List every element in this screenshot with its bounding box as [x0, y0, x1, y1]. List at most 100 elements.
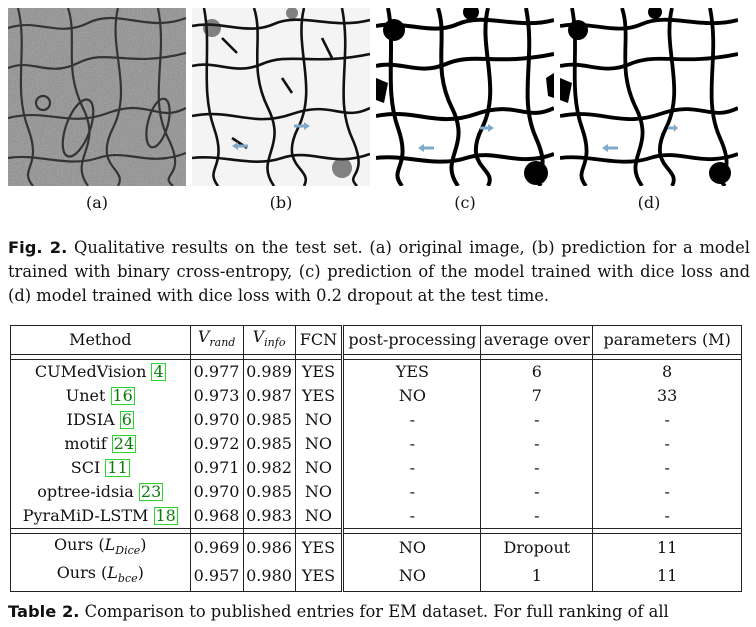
header-method: Method — [10, 324, 191, 356]
panel-label-b: (b) — [269, 193, 293, 212]
average-over-cell: - — [480, 432, 594, 457]
fcn-cell: NO — [294, 480, 345, 505]
v-info-cell: 0.982 — [242, 456, 296, 481]
table-row: Unet 16 0.973 0.987 YES NO 7 33 — [10, 384, 742, 409]
citation-link[interactable]: 16 — [110, 386, 135, 406]
v-rand-cell: 0.972 — [189, 432, 244, 457]
method-cell: Ours (Lbce) — [10, 562, 191, 592]
table-row: CUMedVision 4 0.977 0.989 YES YES 6 8 — [10, 359, 742, 385]
post-processing-cell: - — [342, 504, 482, 530]
figure-caption-label: Fig. 2. — [8, 238, 68, 257]
post-processing-cell: NO — [342, 533, 482, 563]
method-name: CUMedVision — [34, 362, 147, 382]
arrow-icon — [232, 122, 310, 150]
v-rand-cell: 0.973 — [189, 384, 244, 409]
post-processing-cell: NO — [342, 384, 482, 409]
method-name: motif — [64, 434, 107, 454]
table-header-row: Method Vrand Vinfo FCN post-processing a… — [10, 324, 742, 356]
average-over-cell: 7 — [480, 384, 594, 409]
header-parameters: parameters (M) — [592, 324, 742, 356]
citation-link[interactable]: 18 — [153, 506, 178, 526]
v-rand-cell: 0.957 — [189, 562, 244, 592]
v-info-cell: 0.989 — [242, 359, 296, 385]
citation-link[interactable]: 6 — [119, 410, 134, 430]
method-name: Ours — [56, 563, 96, 583]
method-cell: IDSIA 6 — [10, 408, 191, 433]
post-processing-cell: YES — [342, 359, 482, 385]
table-caption-text: Comparison to published entries for EM d… — [84, 602, 669, 621]
v-rand-cell: 0.968 — [189, 504, 244, 530]
fcn-cell: NO — [294, 432, 345, 457]
loss-symbol: Lbce — [107, 563, 138, 586]
header-fcn: FCN — [294, 324, 345, 356]
figure-caption-text: Qualitative results on the test set. (a)… — [8, 238, 750, 305]
v-rand-cell: 0.971 — [189, 456, 244, 481]
v-rand-cell: 0.970 — [189, 480, 244, 505]
method-name: IDSIA — [66, 410, 115, 430]
panel-a-image — [8, 8, 186, 186]
header-post-processing: post-processing — [342, 324, 482, 356]
v-rand-cell: 0.977 — [189, 359, 244, 385]
parameters-cell: - — [592, 432, 742, 457]
panel-label-d: (d) — [637, 193, 661, 212]
average-over-cell: 6 — [480, 359, 594, 385]
header-average-over: average over — [480, 324, 594, 356]
average-over-cell: - — [480, 408, 594, 433]
method-name: Ours — [54, 535, 94, 555]
arrow-icon — [602, 124, 678, 152]
method-cell: CUMedVision 4 — [10, 359, 191, 385]
v-info-cell: 0.985 — [242, 408, 296, 433]
method-name: optree-idsia — [37, 482, 134, 502]
panel-label-c: (c) — [454, 193, 476, 212]
panel-b-image — [192, 8, 370, 186]
method-cell: Ours (LDice) — [10, 533, 191, 563]
fcn-cell: YES — [294, 384, 345, 409]
v-info-cell: 0.980 — [242, 562, 296, 592]
method-cell: optree-idsia 23 — [10, 480, 191, 505]
parameters-cell: - — [592, 480, 742, 505]
prediction-dice-image — [376, 8, 554, 186]
table-row: Ours (LDice) 0.969 0.986 YES NO Dropout 11 — [10, 533, 742, 563]
table-row: motif 24 0.972 0.985 NO - - - — [10, 432, 742, 457]
arrow-icon — [418, 124, 494, 152]
v-info-cell: 0.986 — [242, 533, 296, 563]
table-row: PyraMiD-LSTM 18 0.968 0.983 NO - - - — [10, 504, 742, 530]
citation-link[interactable]: 23 — [138, 482, 164, 502]
parameters-cell: 11 — [592, 533, 742, 563]
parameters-cell: - — [592, 408, 742, 433]
citation-link[interactable]: 11 — [105, 458, 130, 478]
v-info-cell: 0.987 — [242, 384, 296, 409]
prediction-dice-dropout-image — [560, 8, 738, 186]
method-cell: PyraMiD-LSTM 18 — [10, 504, 191, 530]
fcn-cell: NO — [294, 408, 345, 433]
post-processing-cell: - — [342, 432, 482, 457]
method-name: SCI — [70, 458, 101, 478]
parameters-cell: 11 — [592, 562, 742, 592]
post-processing-cell: - — [342, 480, 482, 505]
v-info-cell: 0.985 — [242, 480, 296, 505]
method-name: Unet — [65, 386, 106, 406]
v-rand-cell: 0.969 — [189, 533, 244, 563]
average-over-cell: - — [480, 456, 594, 481]
table-row: SCI 11 0.971 0.982 NO - - - — [10, 456, 742, 481]
average-over-cell: - — [480, 480, 594, 505]
average-over-cell: Dropout — [480, 533, 594, 563]
our-entries: Ours (LDice) 0.969 0.986 YES NO Dropout 11 Ours… — [10, 533, 742, 592]
citation-link[interactable]: 4 — [151, 362, 166, 382]
fcn-cell: YES — [294, 562, 345, 592]
v-info-cell: 0.983 — [242, 504, 296, 530]
method-cell: SCI 11 — [10, 456, 191, 481]
method-cell: motif 24 — [10, 432, 191, 457]
results-table: Method Vrand Vinfo FCN post-processing a… — [10, 324, 742, 592]
fcn-cell: YES — [294, 533, 345, 563]
citation-link[interactable]: 24 — [111, 434, 137, 454]
em-original-image — [8, 8, 186, 186]
header-v-info: Vinfo — [242, 324, 296, 356]
figure-caption: Fig. 2. Qualitative results on the test … — [8, 236, 750, 308]
parameters-cell: - — [592, 504, 742, 530]
v-rand-cell: 0.970 — [189, 408, 244, 433]
panel-d-image — [560, 8, 738, 186]
table-row: Ours (Lbce) 0.957 0.980 YES NO 1 11 — [10, 562, 742, 592]
panel-label-a: (a) — [85, 193, 109, 212]
prediction-bce-image — [192, 8, 370, 186]
